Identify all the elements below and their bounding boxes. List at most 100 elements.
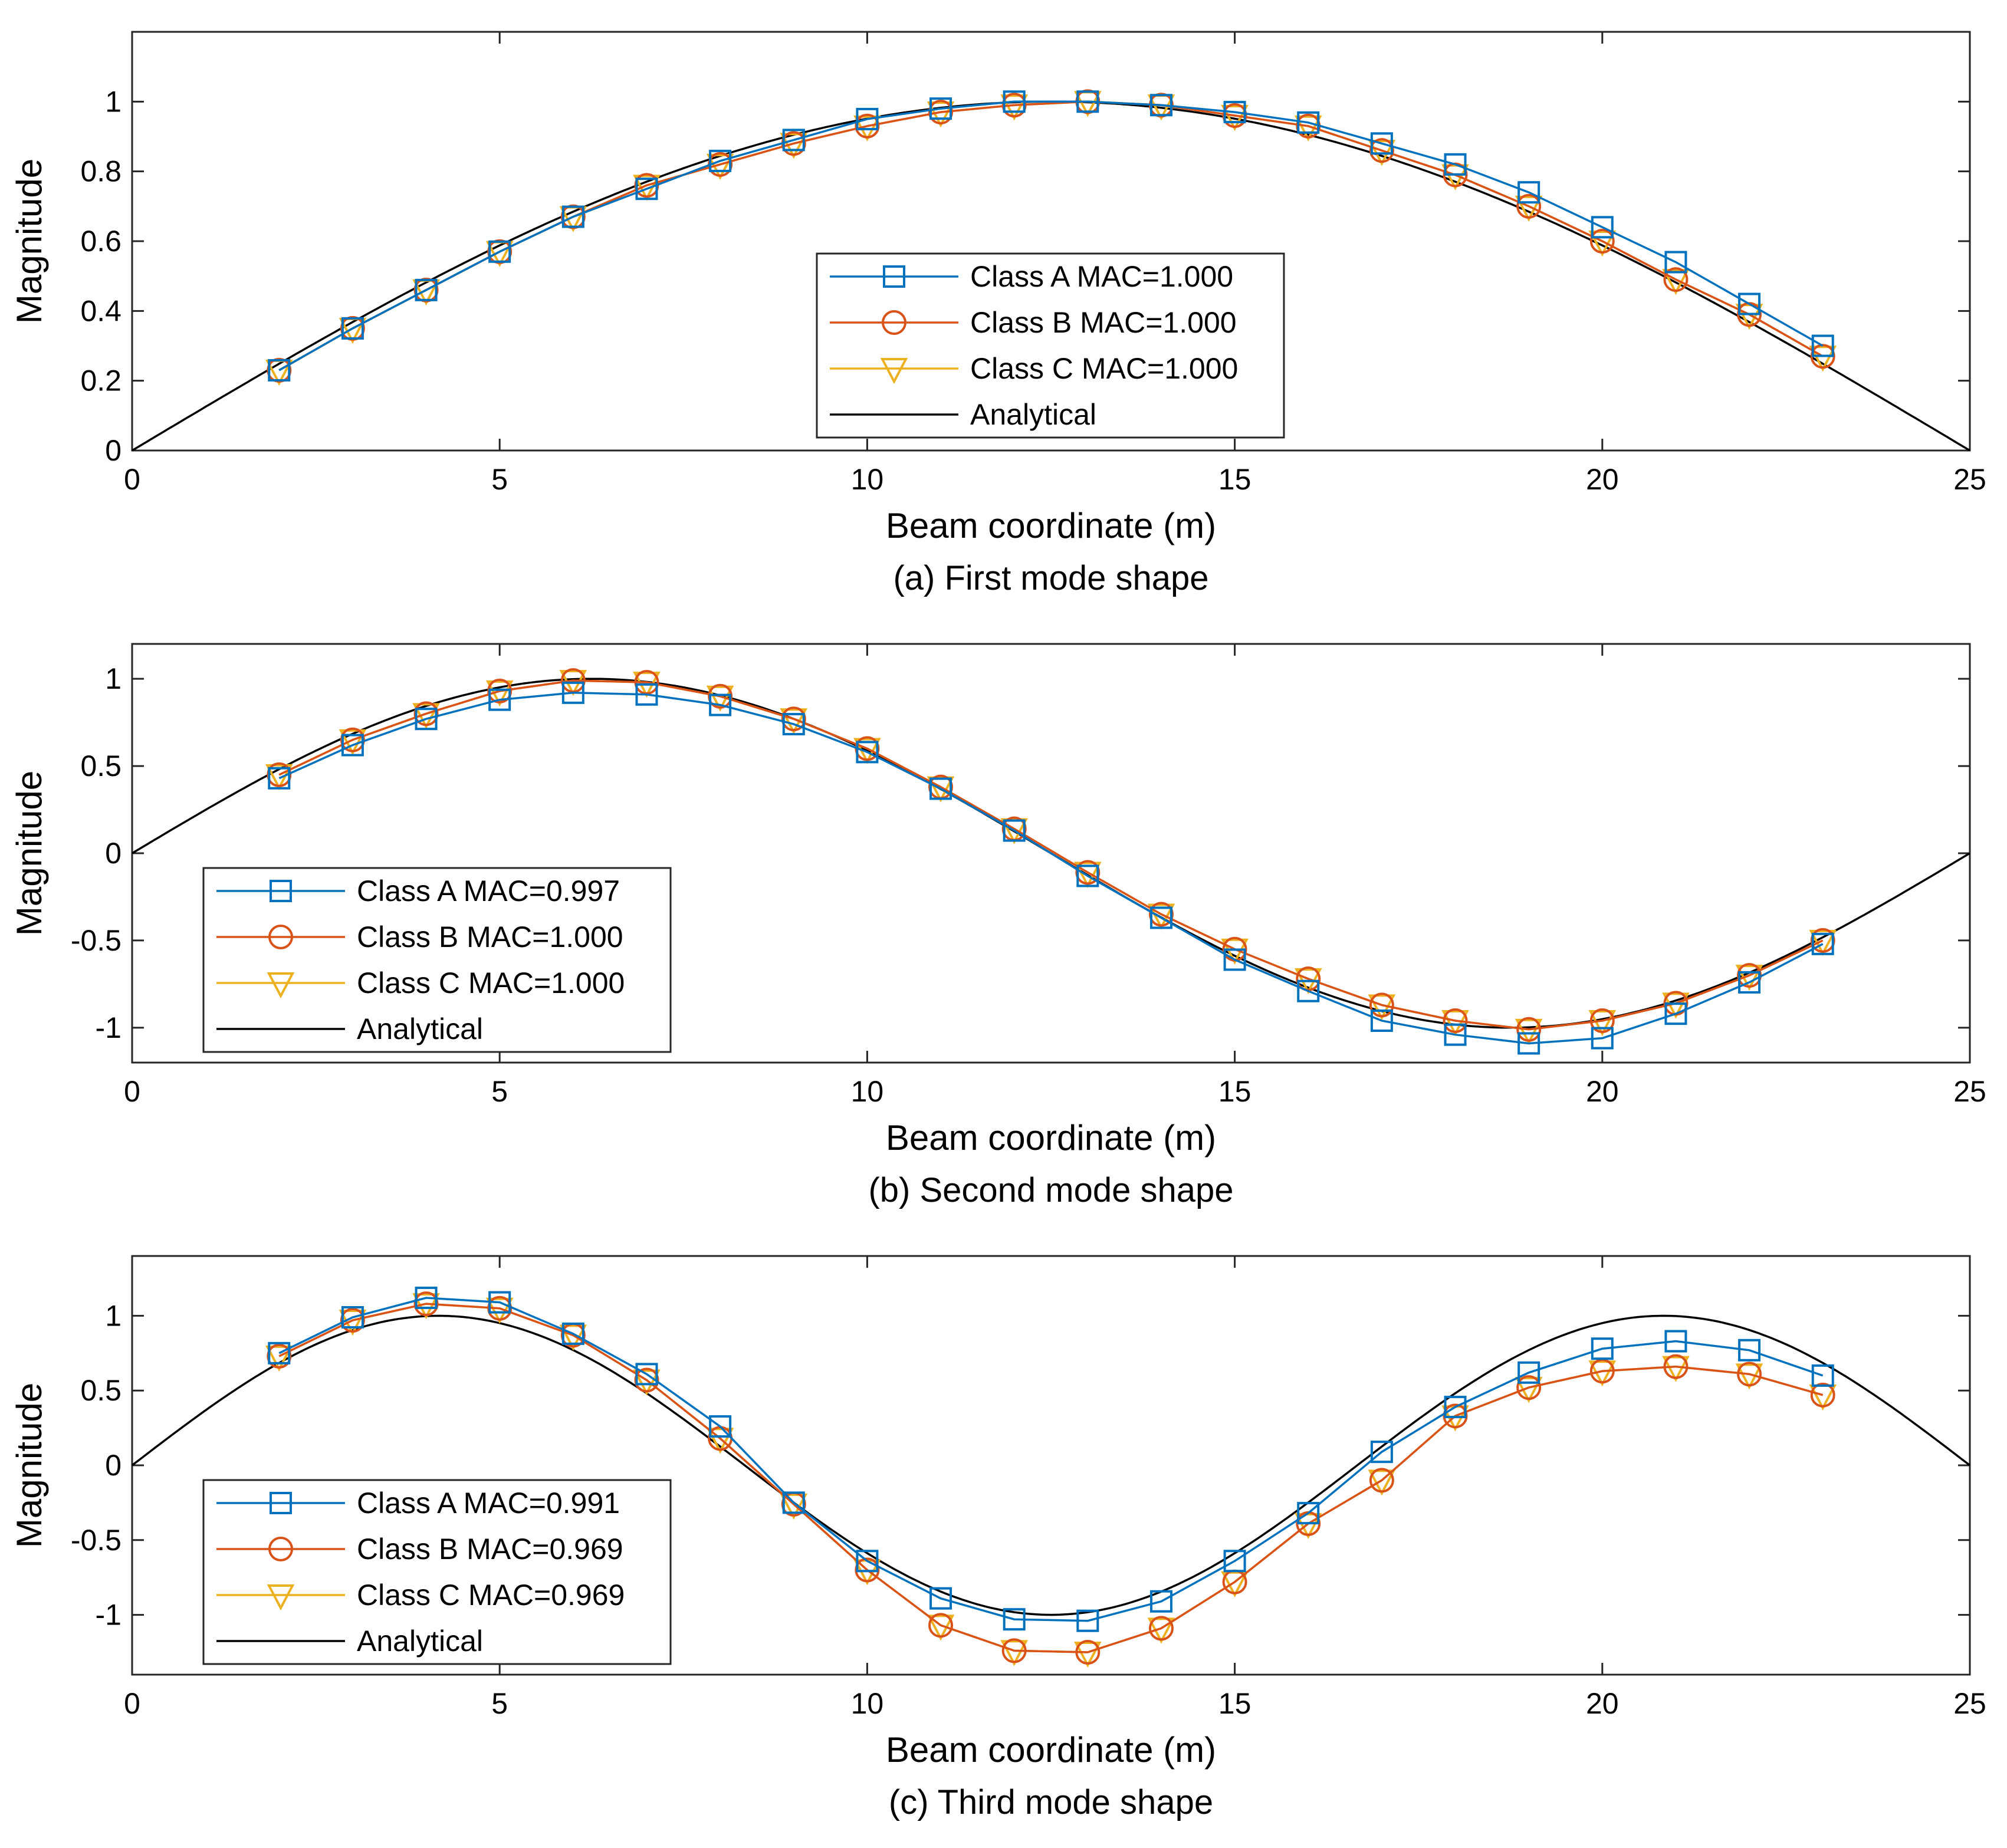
data-point-class-a — [782, 129, 805, 152]
data-point-class-a — [1076, 90, 1099, 113]
x-tick-label: 0 — [124, 1075, 140, 1108]
chart-panel-1: 0 5 10 15 20 25 0 0.2 0.4 0.6 0.8 1 Beam coordinate … — [9, 31, 1986, 597]
data-point-class-a — [415, 1287, 438, 1309]
x-tick-label: 5 — [491, 1687, 508, 1720]
data-point-class-a — [1370, 1441, 1393, 1464]
data-point-class-a — [1003, 819, 1026, 842]
data-point-class-a — [1811, 1364, 1834, 1387]
legend-label: Class B MAC=1.000 — [357, 920, 623, 953]
series-class-a — [268, 1287, 1834, 1632]
data-point-class-a — [561, 205, 584, 228]
x-tick-label: 15 — [1218, 1687, 1251, 1720]
series-line-class-b — [278, 1303, 1824, 1653]
data-point-class-c — [1000, 1640, 1028, 1666]
data-point-class-b — [1589, 1008, 1615, 1033]
data-point-class-a — [1591, 1337, 1614, 1360]
legend-marker-class-b — [268, 1537, 293, 1561]
data-point-class-b — [1737, 1362, 1762, 1387]
data-point-class-a — [341, 734, 364, 757]
panel-caption: (a) First mode shape — [893, 559, 1208, 597]
data-point-class-b — [1148, 1616, 1174, 1641]
data-point-class-a — [929, 777, 952, 800]
y-tick-label: 0.4 — [80, 294, 121, 327]
y-tick-label: -0.5 — [71, 924, 121, 957]
data-point-class-a — [1664, 1002, 1687, 1025]
data-point-class-a — [268, 1341, 291, 1364]
data-point-class-c — [780, 1493, 808, 1520]
data-point-class-a — [1149, 94, 1172, 117]
data-point-class-b — [1810, 1382, 1835, 1408]
legend-label: Class B MAC=1.000 — [970, 306, 1237, 339]
data-point-class-a — [561, 1322, 584, 1345]
data-point-class-a — [1223, 948, 1246, 971]
data-point-class-a — [1370, 1010, 1393, 1032]
data-point-class-a — [635, 1363, 658, 1386]
data-point-class-a — [1811, 932, 1834, 955]
data-point-class-b — [1369, 992, 1394, 1018]
data-point-class-c — [633, 1369, 661, 1396]
data-point-class-c — [1221, 1571, 1249, 1598]
chart-panel-3: 0 5 10 15 20 25 -1 -0.5 0 0.5 1 Beam coordinate (m)… — [9, 1255, 1986, 1821]
y-tick-label: 0 — [105, 837, 121, 870]
y-tick-label: 0 — [105, 1449, 121, 1482]
x-tick-label: 25 — [1953, 1075, 1986, 1108]
y-tick-label: 1 — [105, 1299, 121, 1332]
legend-label: Class C MAC=1.000 — [357, 966, 625, 999]
data-point-class-a — [856, 741, 879, 764]
data-point-class-c — [1515, 1018, 1543, 1045]
data-point-class-a — [1444, 153, 1467, 176]
data-point-class-a — [635, 177, 658, 200]
panel-caption: (b) Second mode shape — [868, 1171, 1233, 1209]
data-point-class-a — [709, 693, 732, 716]
data-point-class-a — [856, 107, 879, 130]
x-tick-label: 0 — [124, 463, 140, 496]
data-point-class-a — [415, 278, 438, 301]
x-tick-label: 10 — [851, 463, 884, 496]
data-point-class-a — [1223, 1550, 1246, 1573]
legend: Class A MAC=0.991 Class B MAC=0.969 Class … — [202, 1479, 672, 1665]
y-tick-label: -0.5 — [71, 1524, 121, 1557]
legend-label: Class A MAC=0.991 — [357, 1487, 620, 1520]
data-point-class-a — [1517, 1032, 1540, 1055]
data-point-class-a — [341, 1306, 364, 1329]
legend-marker-class-a — [883, 265, 905, 288]
data-point-class-a — [1003, 90, 1026, 113]
data-point-class-a — [488, 1291, 511, 1314]
analytical-curve — [131, 1314, 1971, 1616]
data-point-class-b — [1663, 267, 1689, 292]
x-axis-label: Beam coordinate (m) — [886, 506, 1216, 545]
y-tick-label: 1 — [105, 662, 121, 695]
legend-label: Analytical — [357, 1625, 483, 1658]
series-line-class-b — [278, 679, 1824, 1031]
data-point-class-c — [1074, 1641, 1102, 1668]
data-point-class-b — [1589, 1359, 1615, 1384]
data-point-class-a — [1297, 1502, 1320, 1525]
y-tick-label: 0.5 — [80, 749, 121, 782]
data-point-class-a — [1076, 1609, 1099, 1632]
y-tick-label: 0.6 — [80, 225, 121, 258]
data-point-class-a — [709, 1415, 732, 1438]
data-point-class-c — [1074, 861, 1102, 888]
data-point-class-a — [782, 1491, 805, 1514]
x-axis-label: Beam coordinate (m) — [886, 1118, 1216, 1158]
data-point-class-c — [1809, 346, 1837, 372]
y-tick-label: 0.5 — [80, 1374, 121, 1407]
data-point-class-a — [856, 1550, 879, 1573]
data-point-class-a — [635, 683, 658, 706]
data-point-class-a — [1223, 101, 1246, 124]
data-point-class-b — [1369, 1468, 1394, 1493]
series-class-a — [268, 90, 1834, 382]
data-point-class-c — [1588, 1010, 1617, 1037]
data-point-class-b — [1001, 1638, 1027, 1663]
data-point-class-a — [561, 681, 584, 704]
data-point-class-a — [1076, 864, 1099, 887]
chart-panel-2: 0 5 10 15 20 25 -1 -0.5 0 0.5 1 Beam coordinate (m)… — [9, 643, 1986, 1209]
data-point-class-c — [1000, 94, 1028, 121]
x-tick-label: 15 — [1218, 463, 1251, 496]
data-point-class-a — [268, 359, 291, 382]
data-point-class-a — [1591, 1027, 1614, 1050]
data-point-class-a — [1149, 1590, 1172, 1613]
legend-box — [202, 867, 672, 1053]
data-point-class-a — [415, 708, 438, 731]
